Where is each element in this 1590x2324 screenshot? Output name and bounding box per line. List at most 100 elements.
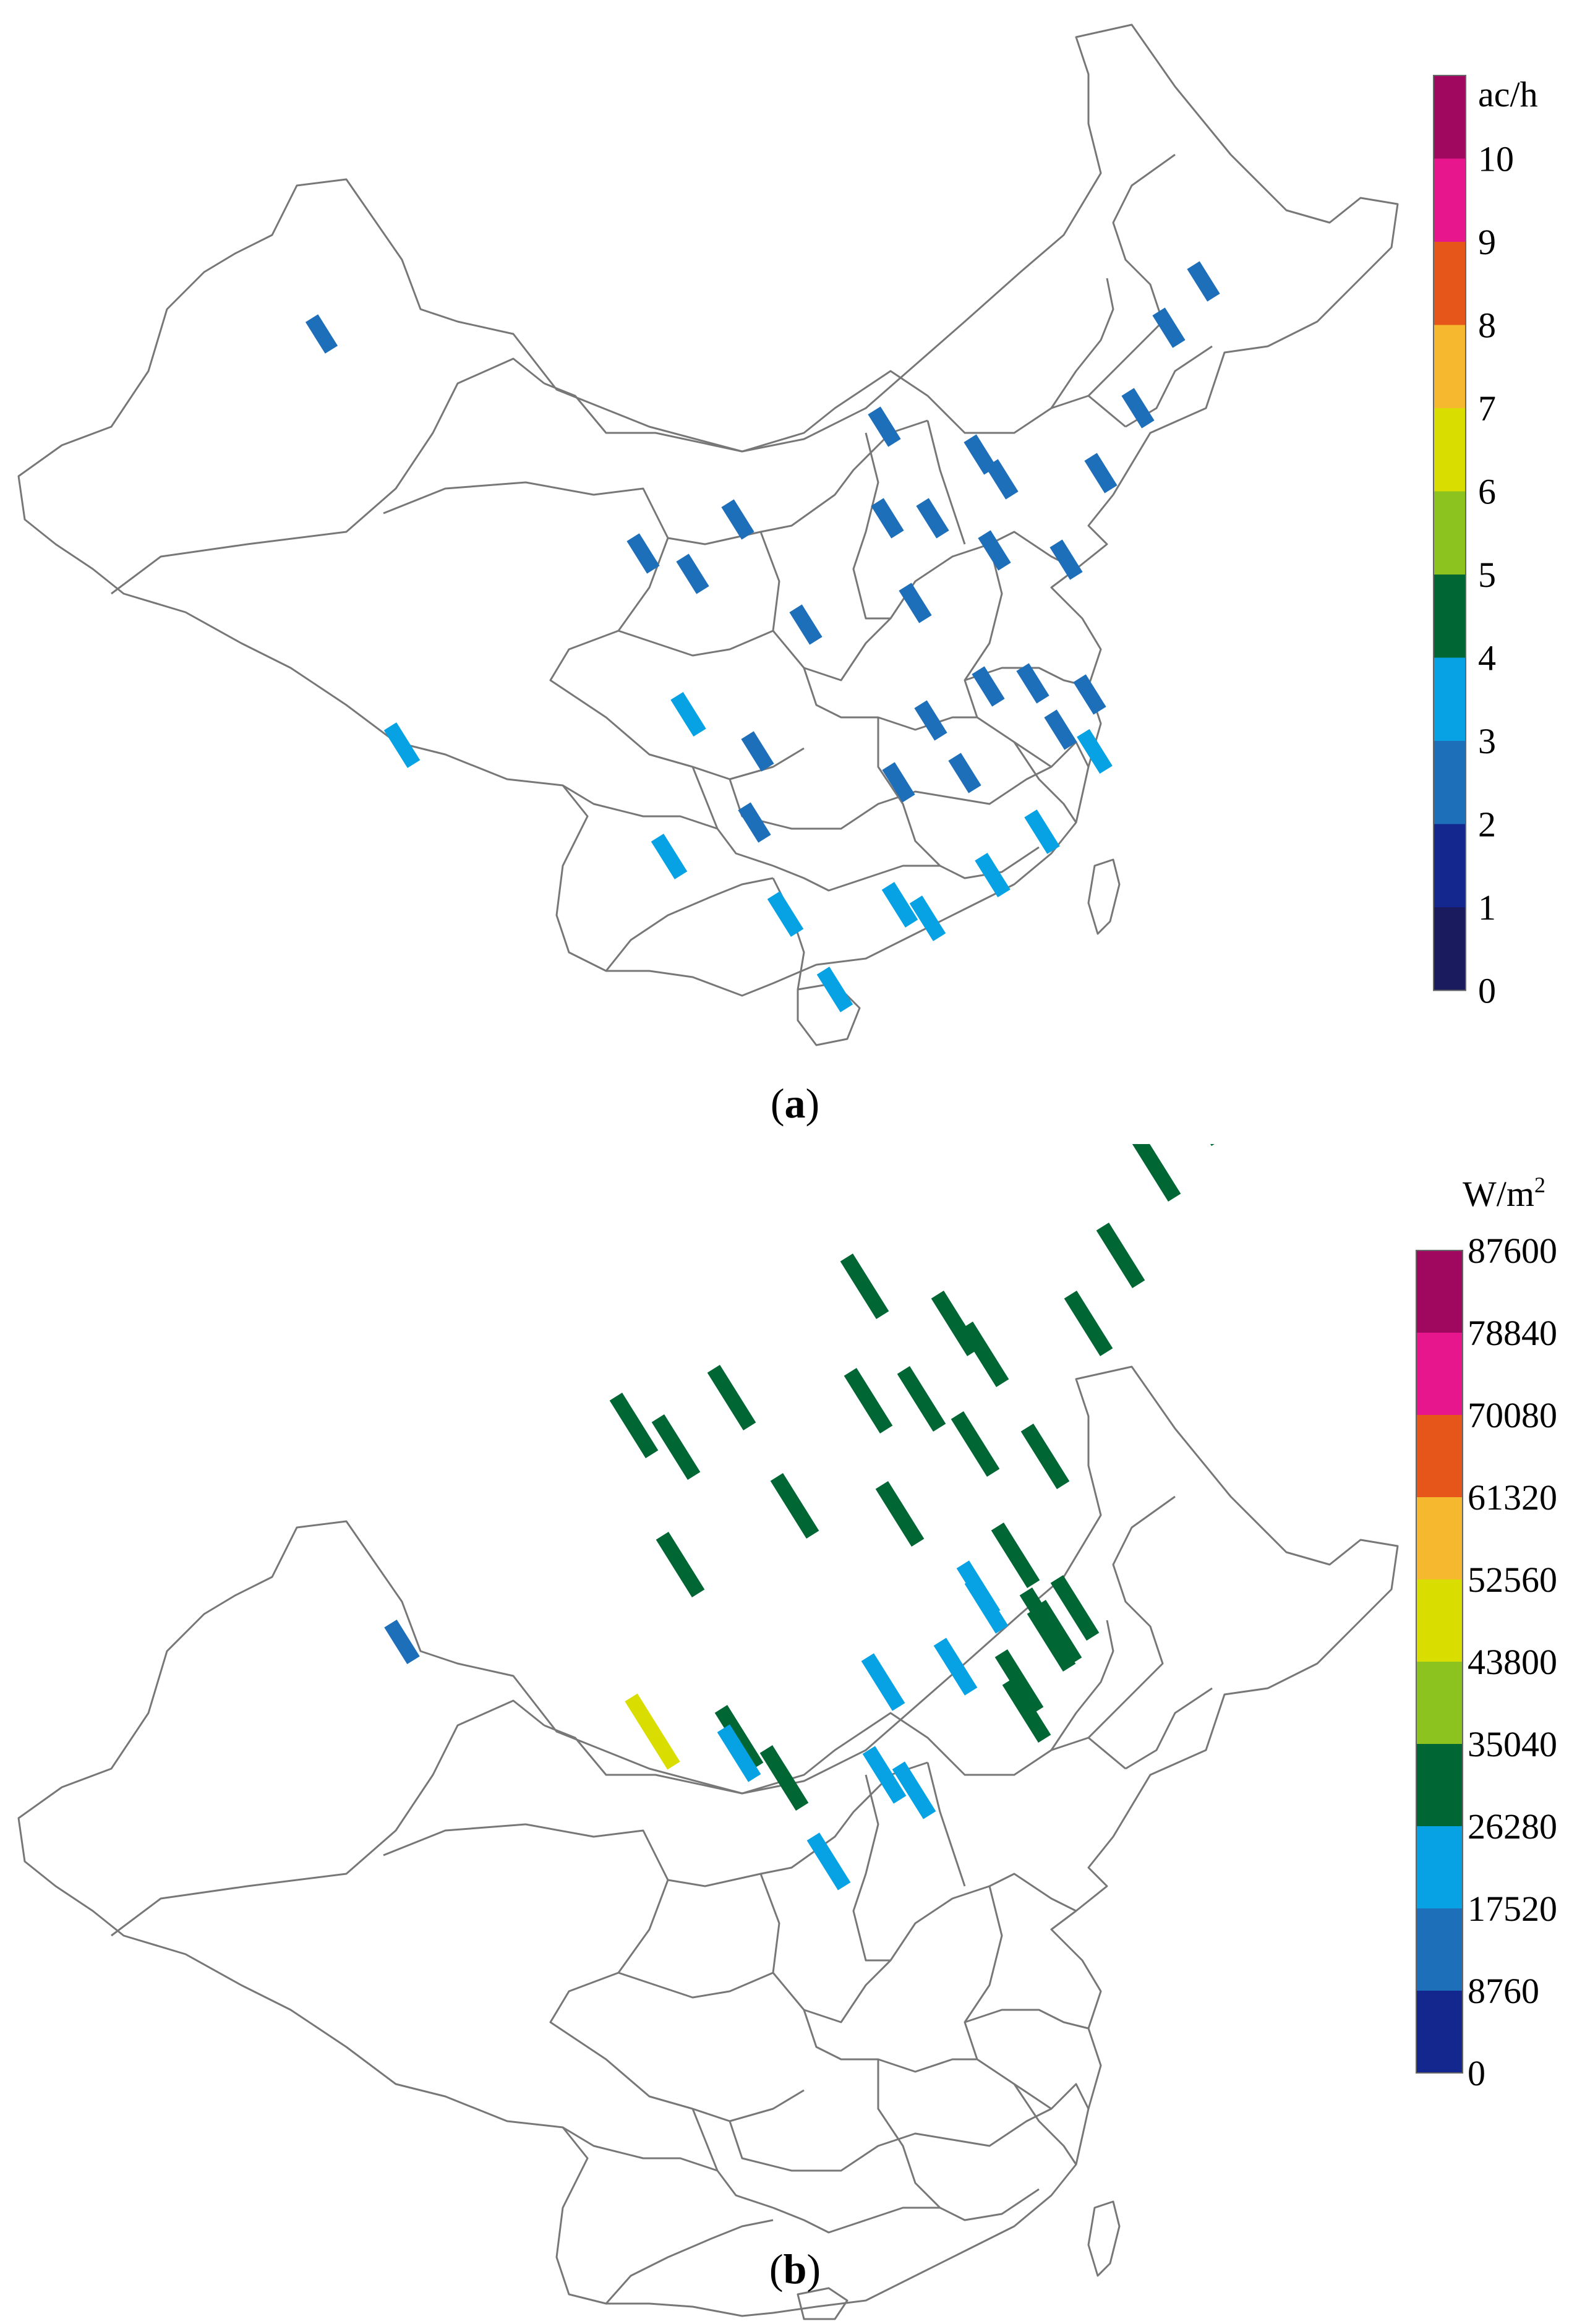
markers-b — [384, 1144, 1225, 1890]
station-marker — [840, 1253, 889, 1320]
station-marker — [882, 762, 915, 803]
station-marker — [861, 1653, 905, 1711]
station-marker — [806, 1832, 851, 1890]
legend-swatch — [1434, 907, 1466, 991]
station-marker — [1027, 1605, 1076, 1672]
legend-swatch — [1434, 325, 1466, 408]
station-marker — [916, 498, 949, 539]
station-marker — [717, 1724, 761, 1782]
station-marker — [789, 604, 823, 645]
station-marker — [985, 459, 1019, 500]
legend-tick-label: 1 — [1478, 887, 1496, 928]
station-marker — [1175, 1144, 1225, 1147]
legend-tick-label: 0 — [1468, 2053, 1485, 2093]
station-marker — [991, 1522, 1040, 1589]
station-marker — [305, 314, 338, 354]
legend-tick-label: 87600 — [1468, 1231, 1557, 1271]
legend-swatch — [1416, 1662, 1463, 1744]
markers-a — [305, 261, 1220, 1012]
legend-tick-label: 8 — [1478, 305, 1496, 346]
legend-tick-label: 35040 — [1468, 1724, 1557, 1764]
legend-swatch — [1416, 1744, 1463, 1826]
legend-tick-label: 26280 — [1468, 1806, 1557, 1847]
station-marker — [770, 1472, 819, 1539]
station-marker — [868, 406, 901, 447]
station-marker — [862, 1746, 907, 1804]
station-marker — [383, 722, 421, 768]
station-marker — [960, 1321, 1009, 1388]
station-marker — [816, 967, 853, 1012]
legend-swatch — [1434, 491, 1466, 575]
legend-swatch — [1434, 75, 1466, 159]
map-panel-a: ac/h 10 9 8 7 6 5 4 3 2 1 0 (a) — [0, 0, 1590, 1144]
china-outline-b — [17, 1365, 1399, 2320]
station-marker — [1096, 1222, 1145, 1289]
legend-tick-label: 70080 — [1468, 1395, 1557, 1435]
station-marker — [1084, 453, 1118, 493]
station-marker — [909, 895, 946, 941]
station-marker — [1050, 1574, 1100, 1641]
legend-swatch — [1434, 158, 1466, 242]
legend-unit: ac/h — [1478, 74, 1538, 114]
station-marker — [978, 530, 1011, 571]
station-marker — [1132, 1144, 1181, 1202]
legend-swatch — [1434, 242, 1466, 325]
station-marker — [676, 553, 709, 594]
station-marker — [759, 1745, 809, 1811]
station-marker — [1152, 307, 1186, 348]
legend-swatch — [1434, 575, 1466, 658]
station-marker — [933, 1638, 978, 1696]
legend-swatch — [1416, 1333, 1463, 1415]
station-marker — [1121, 388, 1155, 429]
legend-tick-label: 8760 — [1468, 1971, 1539, 2011]
legend-tick-label: 5 — [1478, 555, 1496, 595]
legend-tick-label: 78840 — [1468, 1313, 1557, 1353]
station-marker — [964, 434, 997, 475]
station-marker — [1002, 1677, 1051, 1743]
legend-tick-label: 6 — [1478, 472, 1496, 512]
legend-tick-label: 61320 — [1468, 1477, 1557, 1518]
legend-swatch — [1434, 824, 1466, 907]
station-marker — [1064, 1290, 1113, 1357]
station-marker — [844, 1367, 893, 1434]
station-marker — [651, 1414, 701, 1480]
station-marker — [871, 498, 904, 539]
legend-tick-label: 17520 — [1468, 1889, 1557, 1929]
station-marker — [1020, 1423, 1070, 1490]
caption-a: (a) — [770, 1080, 820, 1127]
station-marker — [956, 1560, 1001, 1618]
station-marker — [767, 891, 804, 937]
station-marker — [1049, 539, 1083, 580]
legend-swatch — [1416, 1908, 1463, 1991]
station-marker — [892, 1761, 936, 1819]
station-marker — [609, 1392, 659, 1459]
station-marker — [875, 1480, 925, 1547]
caption-b: (b) — [769, 2245, 821, 2292]
station-marker — [994, 1649, 1044, 1715]
legend-swatch — [1434, 741, 1466, 824]
legend-swatch — [1434, 657, 1466, 741]
station-marker — [625, 1693, 680, 1770]
station-marker — [714, 1704, 764, 1771]
station-marker — [1077, 728, 1113, 774]
legend-b: W/m2876007884070080613205256043800350402… — [1416, 1173, 1557, 2093]
station-marker — [384, 1619, 420, 1665]
station-marker — [1024, 809, 1060, 855]
station-marker — [972, 666, 1005, 707]
station-marker — [899, 583, 932, 623]
station-marker — [881, 882, 918, 928]
station-marker — [721, 499, 754, 540]
legend-unit: W/m2 — [1463, 1173, 1545, 1214]
legend-tick-label: 7 — [1478, 388, 1496, 429]
legend-frame — [1416, 1250, 1463, 2074]
legend-tick-label: 4 — [1478, 638, 1496, 678]
legend-tick-label: 2 — [1478, 805, 1496, 845]
station-marker — [1044, 709, 1077, 750]
legend-tick-label: 43800 — [1468, 1642, 1557, 1682]
station-marker — [651, 834, 688, 879]
station-marker — [975, 852, 1011, 898]
legend-swatch — [1416, 1991, 1463, 2073]
china-outline-a — [17, 23, 1399, 1046]
